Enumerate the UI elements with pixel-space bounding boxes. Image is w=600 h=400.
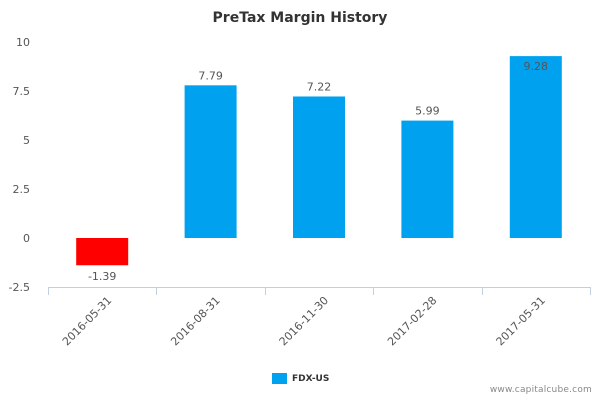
- y-tick-label: 0: [23, 232, 30, 245]
- x-tick-label: 2016-08-31: [168, 294, 222, 348]
- legend[interactable]: FDX-US: [272, 373, 329, 384]
- y-tick-label: 5: [23, 134, 30, 147]
- x-axis: 2016-05-31 2016-08-31 2016-11-30 2017-02-28…: [48, 287, 591, 348]
- data-label: 5.99: [415, 105, 440, 118]
- source-credit: www.capitalcube.com: [489, 385, 592, 395]
- bar-2016-05-31[interactable]: [76, 238, 129, 266]
- y-tick-label: 2.5: [13, 183, 31, 196]
- data-labels: -1.39 7.79 7.22 5.99 9.28: [88, 60, 548, 283]
- data-label: 9.28: [524, 60, 549, 73]
- data-label: -1.39: [88, 270, 116, 283]
- bar-2017-02-28[interactable]: [401, 120, 454, 238]
- legend-swatch: [272, 373, 287, 384]
- data-label: 7.22: [307, 80, 332, 93]
- bar-2017-05-31[interactable]: [509, 56, 562, 238]
- x-tick-label: 2017-02-28: [385, 294, 439, 348]
- x-tick-label: 2016-05-31: [60, 294, 114, 348]
- bar-2016-11-30[interactable]: [293, 96, 345, 238]
- y-tick-label: 10: [16, 36, 30, 49]
- bar-2016-08-31[interactable]: [184, 85, 237, 238]
- bar-series: [76, 56, 562, 266]
- y-axis: 10 7.5 5 2.5 0 -2.5: [9, 36, 30, 294]
- y-tick-label: 7.5: [13, 85, 31, 98]
- y-tick-label: -2.5: [9, 281, 30, 294]
- x-tick-label: 2016-11-30: [277, 294, 331, 348]
- legend-label: FDX-US: [292, 373, 330, 384]
- x-tick-label: 2017-05-31: [494, 294, 548, 348]
- data-label: 7.79: [198, 69, 223, 82]
- chart-title: PreTax Margin History: [213, 10, 388, 26]
